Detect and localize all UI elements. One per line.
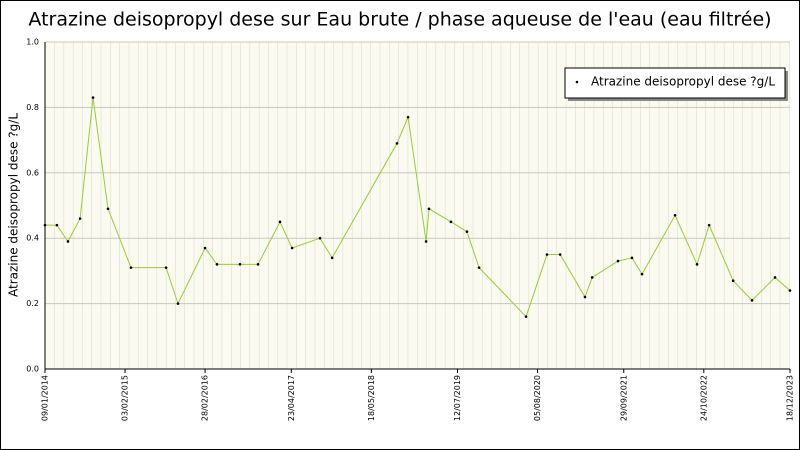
marks bbox=[43, 96, 792, 318]
data-point bbox=[583, 295, 587, 299]
x-tick-label: 29/09/2021 bbox=[619, 375, 628, 421]
y-tick-label: 0.6 bbox=[26, 168, 39, 177]
data-point bbox=[106, 207, 110, 211]
data-point bbox=[256, 263, 260, 266]
data-point bbox=[164, 266, 168, 269]
data-point bbox=[176, 302, 180, 305]
data-point bbox=[545, 253, 549, 256]
y-tick-label: 1.0 bbox=[26, 38, 39, 47]
data-point bbox=[558, 253, 562, 256]
y-tick-label: 0.0 bbox=[26, 365, 39, 374]
data-point bbox=[788, 289, 792, 292]
legend-label: Atrazine deisopropyl dese ?g/L bbox=[591, 75, 775, 89]
data-point bbox=[616, 259, 620, 263]
x-tick-label: 23/04/2017 bbox=[287, 375, 296, 421]
data-point bbox=[91, 96, 95, 99]
y-tick-label: 0.4 bbox=[26, 234, 39, 243]
data-point bbox=[78, 217, 82, 220]
x-tick-label: 18/12/2023 bbox=[786, 375, 795, 421]
y-tick-label: 0.2 bbox=[26, 299, 39, 308]
legend-marker bbox=[575, 80, 579, 84]
data-point bbox=[66, 240, 70, 243]
data-point bbox=[750, 299, 754, 302]
data-point bbox=[630, 256, 634, 260]
x-tick-label: 12/07/2019 bbox=[453, 375, 462, 421]
y-axis-label: Atrazine deisopropyl dese ?g/L bbox=[7, 113, 21, 297]
data-point bbox=[215, 263, 219, 266]
legend-box bbox=[564, 67, 786, 99]
data-point bbox=[424, 240, 428, 243]
data-point bbox=[318, 236, 322, 240]
y-tick-label: 0.8 bbox=[26, 103, 39, 112]
x-tick-label: 05/08/2020 bbox=[533, 375, 542, 421]
data-point bbox=[290, 246, 294, 250]
x-tick-label: 18/05/2018 bbox=[367, 375, 376, 421]
data-point bbox=[477, 266, 481, 269]
data-point bbox=[238, 263, 242, 266]
data-point bbox=[330, 256, 334, 260]
data-point bbox=[406, 115, 410, 119]
x-tick-label: 28/02/2016 bbox=[201, 375, 210, 421]
data-point bbox=[395, 142, 399, 145]
data-point bbox=[773, 276, 777, 279]
data-point bbox=[55, 223, 59, 227]
data-point bbox=[278, 220, 282, 224]
x-tick-label: 09/01/2014 bbox=[41, 375, 50, 421]
data-point bbox=[129, 266, 133, 269]
data-point bbox=[640, 272, 644, 276]
data-point bbox=[203, 246, 207, 250]
x-tick-label: 24/10/2022 bbox=[699, 375, 708, 421]
data-point bbox=[427, 207, 431, 211]
data-point bbox=[449, 220, 453, 224]
data-point bbox=[524, 315, 528, 318]
data-point bbox=[465, 230, 469, 233]
data-point bbox=[43, 223, 47, 227]
data-point bbox=[695, 263, 699, 266]
data-point bbox=[673, 214, 677, 217]
data-point bbox=[731, 279, 735, 283]
data-point bbox=[707, 223, 711, 227]
x-tick-label: 03/02/2015 bbox=[121, 375, 130, 421]
grid bbox=[44, 41, 791, 373]
data-point bbox=[590, 276, 594, 279]
chart-title: Atrazine deisopropyl dese sur Eau brute … bbox=[28, 9, 771, 31]
